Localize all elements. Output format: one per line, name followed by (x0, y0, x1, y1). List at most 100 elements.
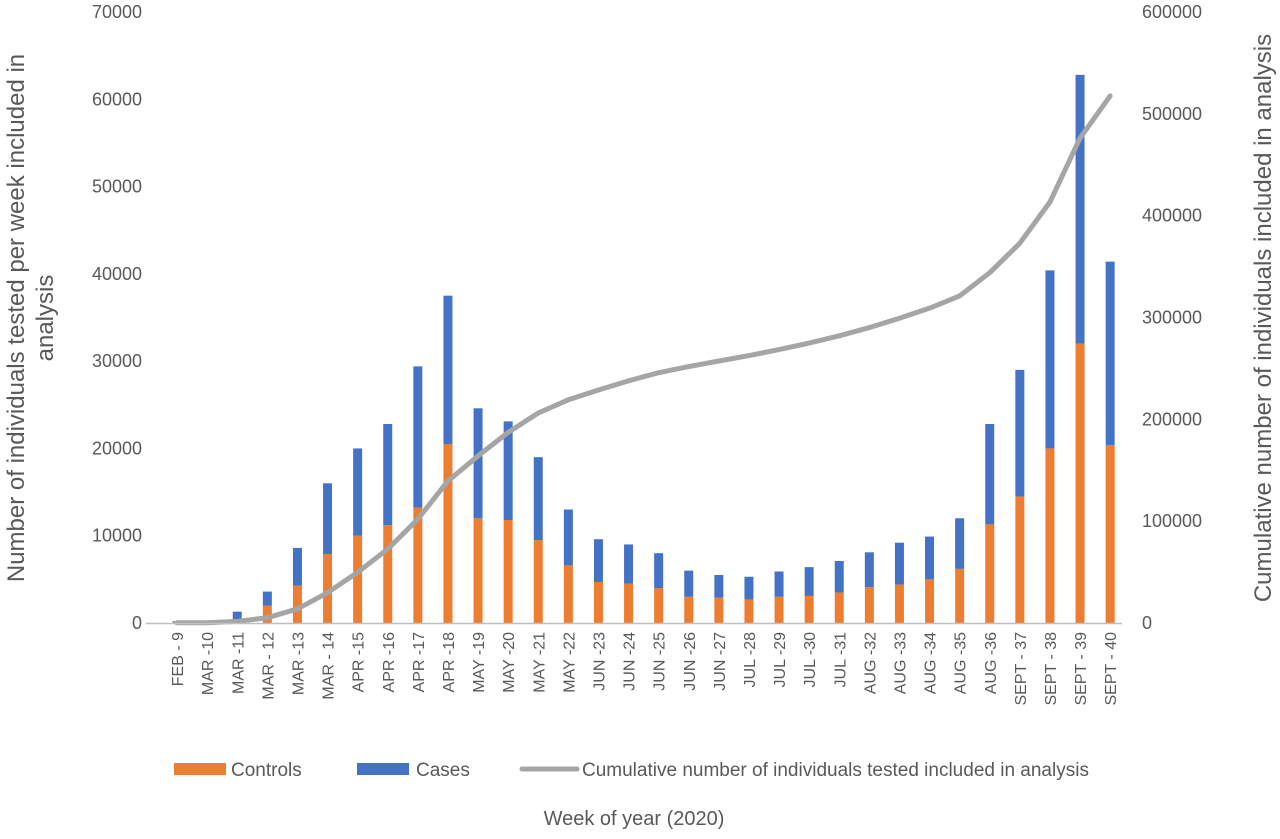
bar-cases (534, 457, 543, 540)
x-axis-title: Week of year (2020) (544, 808, 725, 830)
y-tick-label: 50000 (92, 177, 142, 197)
bar-cases (925, 537, 934, 580)
bar-cases (684, 571, 693, 597)
bar-cases (805, 567, 814, 596)
x-tick-label: AUG -33 (892, 632, 909, 694)
x-tick-label: JUN -26 (682, 632, 699, 691)
bar-cases (1076, 75, 1085, 344)
x-tick-label: MAR - 12 (260, 632, 277, 700)
bar-cases (955, 518, 964, 569)
bar-cases (263, 592, 272, 606)
bar-cases (413, 366, 422, 507)
x-tick-label: SEPT - 37 (1013, 632, 1030, 706)
bar-controls (714, 598, 723, 623)
x-tick-label: JUL -28 (742, 632, 759, 688)
bar-controls (654, 588, 663, 623)
x-tick-label: JUN -25 (652, 632, 669, 691)
bar-cases (624, 544, 633, 583)
bar-controls (895, 585, 904, 623)
bar-cases (865, 552, 874, 587)
bar-controls (955, 569, 964, 623)
bar-controls (564, 565, 573, 623)
bars (173, 75, 1115, 623)
bar-controls (925, 579, 934, 623)
legend-swatch-controls (174, 763, 226, 775)
x-tick-label: JUN -27 (712, 632, 729, 691)
x-tick-label: AUG -35 (953, 632, 970, 694)
x-tick-label: APR -17 (411, 632, 428, 693)
y-tick-label: 20000 (92, 438, 142, 458)
x-tick-label: MAY -22 (561, 632, 578, 693)
bar-controls (504, 520, 513, 623)
bar-cases (443, 296, 452, 444)
bar-cases (895, 543, 904, 585)
bar-controls (594, 582, 603, 623)
x-tick-label: SEPT - 40 (1103, 632, 1120, 706)
bar-cases (654, 553, 663, 588)
bar-cases (744, 577, 753, 600)
y-tick-label: 0 (132, 613, 142, 633)
bar-controls (1106, 445, 1115, 623)
x-tick-label: MAY -20 (501, 632, 518, 693)
x-tick-label: AUG -34 (923, 632, 940, 694)
bar-controls (985, 524, 994, 623)
bar-cases (775, 572, 784, 597)
bar-controls (474, 518, 483, 623)
x-tick-label: AUG -36 (983, 632, 1000, 694)
x-tick-label: MAY -21 (531, 632, 548, 693)
bar-controls (865, 587, 874, 623)
cumulative-line (177, 96, 1110, 623)
bar-controls (744, 599, 753, 623)
bar-cases (835, 561, 844, 592)
bar-controls (1015, 496, 1024, 623)
x-tick-label: JUL -31 (832, 632, 849, 688)
legend-swatch-cases (357, 763, 409, 775)
bar-controls (383, 525, 392, 623)
bar-controls (805, 596, 814, 623)
y2-tick-label: 600000 (1142, 2, 1202, 22)
x-tick-label: APR -18 (441, 632, 458, 693)
x-tick-label: MAR - 14 (321, 632, 338, 700)
y-tick-label: 40000 (92, 264, 142, 284)
y2-tick-label: 300000 (1142, 308, 1202, 328)
y2-tick-label: 400000 (1142, 206, 1202, 226)
x-tick-label: AUG -32 (862, 632, 879, 694)
y-tick-label: 60000 (92, 89, 142, 109)
bar-controls (534, 540, 543, 623)
y2-axis-title: Cumulative number of individuals include… (1250, 34, 1277, 602)
bar-controls (353, 536, 362, 623)
y-axis-title-line2: analysis (32, 275, 59, 362)
y-tick-label: 30000 (92, 351, 142, 371)
bar-cases (594, 539, 603, 582)
bar-cases (353, 448, 362, 535)
y-axis-title-line1: Number of individuals tested per week in… (3, 54, 30, 582)
x-tick-label: APR -15 (351, 632, 368, 693)
bar-controls (775, 597, 784, 623)
x-tick-label: MAR -11 (230, 632, 247, 694)
legend-label-cases: Cases (416, 760, 470, 781)
legend: Controls Cases Cumulative number of indi… (174, 760, 1089, 781)
bar-cases (564, 510, 573, 566)
y2-tick-label: 100000 (1142, 511, 1202, 531)
x-tick-label: JUN -23 (591, 632, 608, 691)
bar-controls (684, 597, 693, 623)
x-tick-label: JUL -29 (772, 632, 789, 688)
x-tick-label: JUN -24 (622, 632, 639, 691)
x-tick-label: APR -16 (381, 632, 398, 693)
y2-tick-label: 500000 (1142, 104, 1202, 124)
x-tick-label: MAR -13 (290, 632, 307, 695)
bar-controls (1045, 448, 1054, 623)
bar-cases (474, 408, 483, 518)
cumulative-line-layer (177, 96, 1110, 623)
bar-controls (443, 444, 452, 623)
bar-cases (714, 575, 723, 598)
y2-tick-label: 200000 (1142, 409, 1202, 429)
right-axis-ticks: 0 100000 200000 300000 400000 500000 600000 (1142, 2, 1202, 633)
x-tick-label: FEB - 9 (170, 632, 187, 686)
bar-controls (1076, 344, 1085, 623)
y2-tick-label: 0 (1142, 613, 1152, 633)
bar-cases (383, 424, 392, 525)
bar-cases (1045, 270, 1054, 448)
bar-cases (1106, 262, 1115, 445)
legend-label-cumulative: Cumulative number of individuals tested … (582, 760, 1089, 781)
